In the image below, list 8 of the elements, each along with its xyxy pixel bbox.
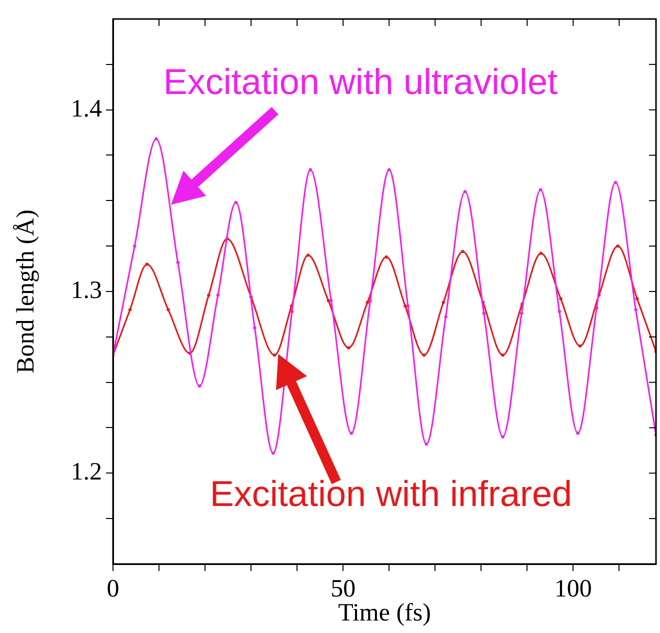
x-tick-label: 0	[106, 576, 120, 603]
y-tick-label: 1.4	[70, 95, 102, 122]
y-tick-label: 1.3	[70, 277, 102, 304]
annotation: Excitation with ultraviolet	[163, 61, 558, 102]
x-tick-label: 100	[554, 576, 592, 603]
y-tick-label: 1.2	[70, 458, 102, 486]
annotation: Excitation with infrared	[210, 473, 572, 514]
y-axis-title: Bond length (Å)	[12, 210, 40, 374]
